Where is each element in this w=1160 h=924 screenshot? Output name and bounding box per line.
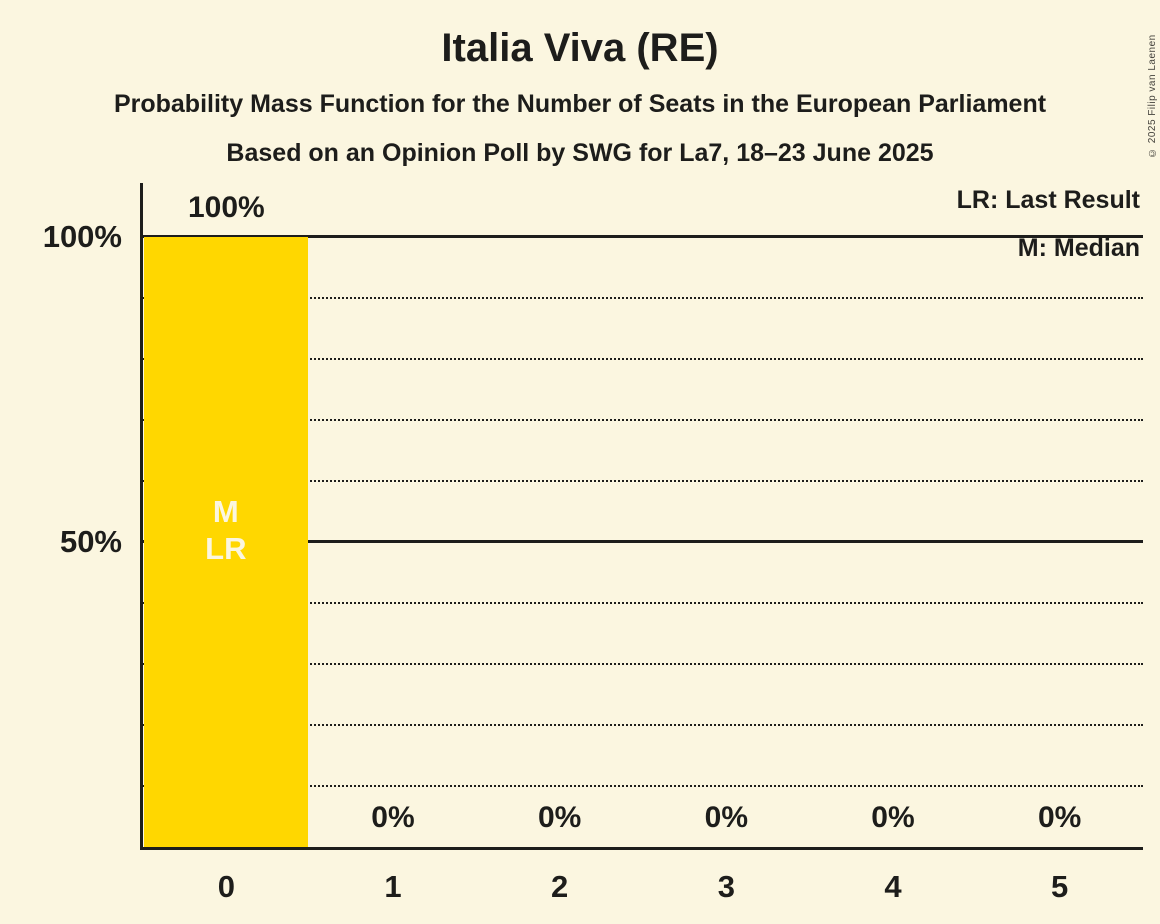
y-axis-tick-50: 50% (59, 524, 122, 559)
x-axis-tick-3: 3 (717, 869, 735, 904)
gridline-solid-50pct (143, 540, 1143, 543)
value-label-seats-2: 0% (537, 801, 582, 834)
gridline-dotted-60pct (143, 480, 1143, 482)
chart-subtitle: Probability Mass Function for the Number… (113, 90, 1047, 118)
value-label-seats-3: 0% (704, 801, 748, 834)
x-axis-tick-2: 2 (551, 869, 569, 904)
x-axis-tick-4: 4 (884, 869, 902, 904)
value-label-seats-1: 0% (371, 801, 415, 834)
copyright-notice: © 2025 Filip van Laenen (1147, 34, 1158, 158)
legend-last-result: LR: Last Result (956, 186, 1140, 214)
gridline-dotted-70pct (143, 419, 1143, 421)
chart-title: Italia Viva (RE) (441, 26, 719, 70)
gridline-dotted-90pct (143, 297, 1143, 299)
gridline-dotted-40pct (143, 602, 1143, 604)
bar-median-lastresult-marker: M LR (205, 493, 247, 566)
value-label-seats-5: 0% (1037, 801, 1082, 834)
x-axis-tick-5: 5 (1051, 869, 1069, 904)
bar-seats-0: M LR (144, 237, 308, 847)
gridline-dotted-80pct (143, 358, 1143, 360)
y-axis-tick-100: 100% (42, 219, 122, 254)
gridline-dotted-30pct (143, 663, 1143, 665)
gridline-dotted-10pct (143, 785, 1143, 787)
value-label-seats-4: 0% (871, 801, 915, 834)
x-axis-tick-1: 1 (384, 869, 402, 904)
value-label-seats-0: 100% (187, 191, 265, 224)
x-axis-tick-0: 0 (217, 869, 235, 904)
gridline-solid-100pct (143, 235, 1143, 238)
plot-area: M LR 100% 0 0% 1 0% 2 0% 3 0% 4 0% 5 (140, 183, 1143, 904)
chart-poll-source: Based on an Opinion Poll by SWG for La7,… (226, 139, 934, 167)
legend-median: M: Median (1017, 234, 1140, 262)
gridline-dotted-20pct (143, 724, 1143, 726)
